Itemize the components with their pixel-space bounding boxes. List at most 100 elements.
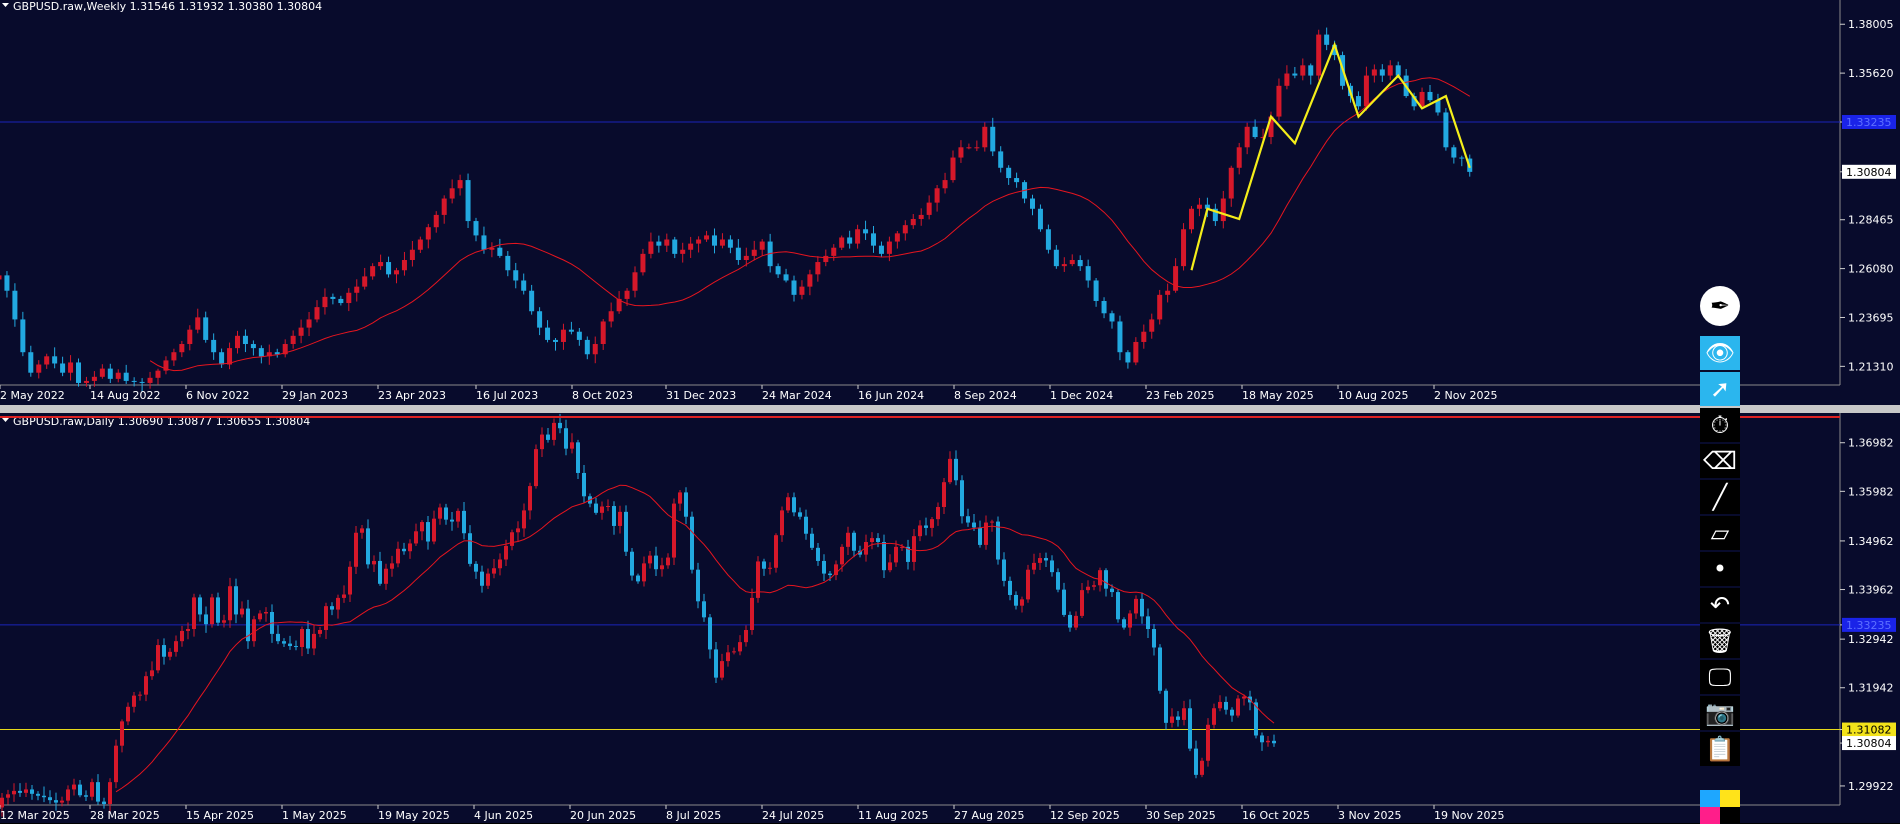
candle bbox=[425, 223, 431, 249]
trash-icon[interactable]: 🗑 bbox=[1700, 624, 1740, 658]
window-separator[interactable] bbox=[0, 405, 1900, 413]
x-tick-label: 18 May 2025 bbox=[1242, 389, 1314, 402]
candle-body bbox=[1170, 716, 1174, 723]
candle bbox=[362, 267, 368, 290]
candle bbox=[198, 594, 202, 622]
candle bbox=[258, 610, 262, 622]
candle-body bbox=[1104, 570, 1108, 589]
pen-logo-icon[interactable]: ✒ bbox=[1700, 286, 1740, 326]
candle bbox=[762, 558, 766, 576]
candle-body bbox=[786, 497, 790, 511]
candle bbox=[505, 251, 511, 277]
candle bbox=[54, 792, 58, 811]
y-tick-label: 1.26080 bbox=[1848, 263, 1894, 276]
stopwatch-icon[interactable]: ⏱ bbox=[1700, 408, 1740, 442]
candle bbox=[481, 226, 487, 254]
candle bbox=[18, 783, 22, 797]
weekly-chart-window[interactable]: 1.38005 1.35620 1.33235 1.30804 1.28465 1.260… bbox=[0, 0, 1900, 405]
cursor-icon[interactable]: ➚ bbox=[1700, 372, 1740, 406]
candle bbox=[1194, 740, 1198, 779]
candle bbox=[998, 146, 1004, 173]
candle bbox=[1026, 564, 1030, 603]
candle-body bbox=[480, 571, 484, 586]
candle-body bbox=[362, 276, 368, 287]
x-tick-label: 14 Aug 2022 bbox=[90, 389, 160, 402]
candle bbox=[1387, 60, 1393, 80]
monitor-icon[interactable]: 🖵 bbox=[1700, 660, 1740, 694]
candle-body bbox=[84, 795, 88, 797]
y-tick-label: 1.35620 bbox=[1848, 67, 1894, 80]
candle bbox=[1002, 552, 1006, 587]
candle-body bbox=[852, 532, 856, 551]
candle-body bbox=[486, 573, 490, 586]
undo-icon[interactable]: ↶ bbox=[1700, 588, 1740, 622]
candle-body bbox=[492, 568, 496, 574]
candle bbox=[894, 540, 898, 567]
candle-body bbox=[804, 516, 808, 534]
candle bbox=[954, 450, 958, 486]
candle bbox=[756, 556, 760, 603]
candle-body bbox=[462, 510, 466, 534]
clipboard-icon[interactable]: 📋 bbox=[1700, 732, 1740, 766]
candle bbox=[370, 263, 376, 280]
candle bbox=[966, 508, 970, 527]
candle bbox=[1068, 611, 1072, 632]
candle-body bbox=[810, 533, 814, 548]
candle bbox=[1008, 576, 1012, 601]
candle-body bbox=[144, 676, 148, 695]
candle-body bbox=[998, 151, 1004, 168]
candle bbox=[1212, 703, 1216, 729]
candle bbox=[276, 625, 280, 645]
eraser-icon[interactable]: ▱ bbox=[1700, 516, 1740, 550]
collapse-triangle-icon[interactable] bbox=[2, 418, 9, 422]
color-swatch[interactable] bbox=[1700, 807, 1720, 824]
camera-icon[interactable]: 📷 bbox=[1700, 696, 1740, 730]
candle-body bbox=[1371, 69, 1377, 76]
candle bbox=[96, 774, 100, 805]
candle-body bbox=[1093, 280, 1099, 301]
candle-body bbox=[66, 789, 70, 801]
candle-body bbox=[912, 536, 916, 562]
candle-body bbox=[91, 376, 97, 381]
candle bbox=[318, 627, 322, 638]
candle bbox=[282, 638, 286, 647]
candle-body bbox=[348, 566, 352, 595]
candle-body bbox=[497, 247, 503, 256]
candle-body bbox=[12, 290, 18, 320]
candle-body bbox=[936, 506, 940, 520]
color-swatch[interactable] bbox=[1720, 790, 1740, 807]
candle-body bbox=[258, 613, 262, 620]
daily-chart-window[interactable]: 1.36982 1.35982 1.34962 1.33962 1.332351.329… bbox=[0, 413, 1900, 823]
candle bbox=[584, 336, 590, 360]
y-tick-label: 1.29922 bbox=[1848, 780, 1894, 793]
dot-icon[interactable]: • bbox=[1700, 552, 1740, 586]
candle bbox=[132, 692, 136, 713]
candle bbox=[910, 214, 916, 229]
candle bbox=[1260, 732, 1264, 751]
collapse-triangle-icon[interactable] bbox=[2, 3, 9, 7]
zigzag-drawing[interactable] bbox=[1190, 41, 1471, 271]
candle bbox=[1254, 698, 1258, 739]
candle-body bbox=[576, 442, 580, 473]
candle-body bbox=[918, 214, 924, 220]
candle bbox=[996, 516, 1000, 565]
candle-body bbox=[768, 567, 772, 569]
candle-body bbox=[1117, 321, 1123, 353]
candle bbox=[1244, 122, 1250, 155]
candle bbox=[187, 325, 193, 351]
candle-body bbox=[1194, 748, 1198, 775]
candle bbox=[608, 302, 614, 328]
candle bbox=[553, 338, 558, 351]
candle-body bbox=[1053, 249, 1059, 267]
candle-body bbox=[696, 569, 700, 602]
candle-body bbox=[888, 562, 892, 571]
eraser-tag-icon[interactable]: ⌫ bbox=[1700, 444, 1740, 478]
line-tool-icon[interactable]: ╱ bbox=[1700, 480, 1740, 514]
candle-body bbox=[624, 511, 628, 552]
color-swatch[interactable] bbox=[1720, 807, 1740, 824]
color-swatch[interactable] bbox=[1700, 790, 1720, 807]
candle bbox=[28, 345, 34, 377]
candle bbox=[24, 782, 28, 797]
eye-icon[interactable]: 👁 bbox=[1700, 336, 1740, 370]
candle-body bbox=[1176, 716, 1180, 720]
